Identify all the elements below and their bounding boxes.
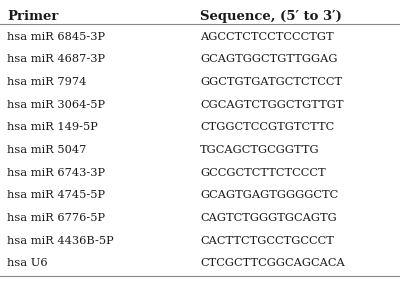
Text: AGCCTCTCCTCCCTGT: AGCCTCTCCTCCCTGT <box>200 32 334 42</box>
Text: hsa miR 5047: hsa miR 5047 <box>7 145 86 155</box>
Text: hsa U6: hsa U6 <box>7 258 48 268</box>
Text: hsa miR 4745-5P: hsa miR 4745-5P <box>7 190 105 200</box>
Text: hsa miR 4436B-5P: hsa miR 4436B-5P <box>7 235 114 246</box>
Text: GGCTGTGATGCTCTCCT: GGCTGTGATGCTCTCCT <box>200 77 342 87</box>
Text: Primer: Primer <box>7 10 58 23</box>
Text: Sequence, (5′ to 3′): Sequence, (5′ to 3′) <box>200 10 342 23</box>
Text: CTCGCTTCGGCAGCACA: CTCGCTTCGGCAGCACA <box>200 258 345 268</box>
Text: CTGGCTCCGTGTCTTC: CTGGCTCCGTGTCTTC <box>200 122 334 132</box>
Text: hsa miR 6743-3P: hsa miR 6743-3P <box>7 168 105 178</box>
Text: hsa miR 149-5P: hsa miR 149-5P <box>7 122 98 132</box>
Text: hsa miR 3064-5P: hsa miR 3064-5P <box>7 100 105 110</box>
Text: hsa miR 4687-3P: hsa miR 4687-3P <box>7 54 105 65</box>
Text: CGCAGTCTGGCTGTTGT: CGCAGTCTGGCTGTTGT <box>200 100 344 110</box>
Text: CACTTCTGCCTGCCCT: CACTTCTGCCTGCCCT <box>200 235 334 246</box>
Text: hsa miR 6845-3P: hsa miR 6845-3P <box>7 32 105 42</box>
Text: GCCGCTCTTCTCCCT: GCCGCTCTTCTCCCT <box>200 168 326 178</box>
Text: GCAGTGAGTGGGGCTC: GCAGTGAGTGGGGCTC <box>200 190 338 200</box>
Text: TGCAGCTGCGGTTG: TGCAGCTGCGGTTG <box>200 145 320 155</box>
Text: CAGTCTGGGTGCAGTG: CAGTCTGGGTGCAGTG <box>200 213 337 223</box>
Text: hsa miR 6776-5P: hsa miR 6776-5P <box>7 213 105 223</box>
Text: hsa miR 7974: hsa miR 7974 <box>7 77 86 87</box>
Text: GCAGTGGCTGTTGGAG: GCAGTGGCTGTTGGAG <box>200 54 338 65</box>
